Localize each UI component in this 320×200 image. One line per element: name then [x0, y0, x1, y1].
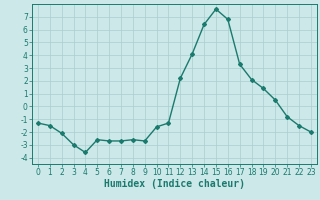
X-axis label: Humidex (Indice chaleur): Humidex (Indice chaleur) [104, 179, 245, 189]
